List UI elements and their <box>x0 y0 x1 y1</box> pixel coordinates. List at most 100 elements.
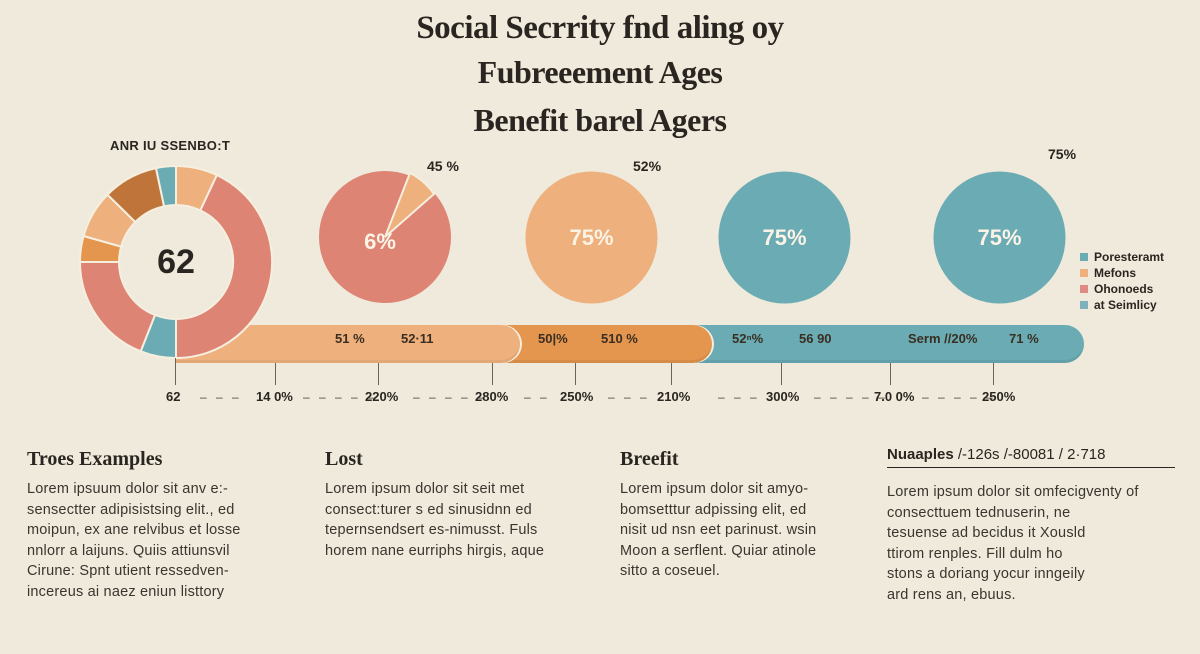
text-line: Cirune: Spnt utient ressedven- <box>27 563 229 579</box>
pie-2-top-label: 52% <box>633 158 662 174</box>
text-line: nnlorr a laijuns. Quiis attiunsvil <box>27 542 230 559</box>
section-body: Lorem ipsum dolor sit amyo- bomsetttur a… <box>620 479 860 582</box>
text-line: Lorem ipsum dolor sit amyo- <box>620 481 809 497</box>
page-title-line-1: Social Secrrity fnd aling oy <box>416 10 784 46</box>
legend-label: Ohonoeds <box>1094 282 1154 296</box>
donut-center-value: 62 <box>157 242 195 281</box>
text-line: ard rens an, ebuus. <box>887 586 1016 603</box>
bar-label: 50|% <box>538 331 568 346</box>
legend-label: Poresteramt <box>1094 250 1165 264</box>
section-troes-examples: Troes Examples Lorem ipsuum dolor sit an… <box>27 448 287 602</box>
bar-label: Serm //20% <box>908 331 978 346</box>
bar-label: 510 % <box>601 331 638 346</box>
pie-chart-2: 75% <box>525 171 658 304</box>
pie-4-center-value: 75% <box>977 224 1022 250</box>
pie-2-center-value: 75% <box>569 224 614 250</box>
text-line: Moon a serflent. Quiar atinole <box>620 542 817 559</box>
text-line: tesuense ad becidus it Xousld <box>887 525 1086 541</box>
axis-dash: – – <box>524 390 550 404</box>
legend-item: Mefons <box>1080 265 1164 281</box>
pie-1-top-label: 45 % <box>427 158 459 174</box>
text-line: Lorem ipsum dolor sit seit met <box>325 481 525 497</box>
section-body: Lorem ipsum dolor sit seit met consect:t… <box>325 479 585 561</box>
axis-tick <box>492 363 493 385</box>
bar-label: 56 90 <box>799 331 832 346</box>
legend-swatch <box>1080 253 1088 261</box>
legend-item: Poresteramt <box>1080 249 1164 265</box>
legend: Poresteramt Mefons Ohonoeds at Seimlicy <box>1080 249 1164 313</box>
pie-3-center-value: 75% <box>762 224 807 250</box>
text-line: stons a doriang yocur inngeily <box>887 566 1085 582</box>
text-line: nisit ud nsn eet parinust. wsin <box>620 522 817 538</box>
axis-label: 250% <box>560 389 594 404</box>
pie-1-center-value: 6% <box>364 229 396 254</box>
legend-swatch <box>1080 269 1088 277</box>
text-line: Lorem ipsum dolor sit omfecigventy of <box>887 484 1139 500</box>
pie-chart-3: 75% <box>718 171 851 304</box>
section-heading: Lost <box>325 448 363 470</box>
section-lost: Lost Lorem ipsum dolor sit seit met cons… <box>325 448 585 561</box>
section-body: Lorem ipsuum dolor sit anv e:- sensectte… <box>27 479 287 602</box>
bar-label: 71 % <box>1009 331 1039 346</box>
pie-chart-1-graphic <box>319 171 451 303</box>
text-line: consect:turer s ed sinusidnn ed <box>325 501 532 518</box>
donut-segment <box>154 164 177 208</box>
axis-label: 210% <box>657 389 691 404</box>
axis-tick <box>275 363 276 385</box>
legend-swatch <box>1080 285 1088 293</box>
donut-overlap <box>176 324 251 360</box>
axis-label: 300% <box>766 389 800 404</box>
donut-chart-graphic <box>78 164 274 360</box>
axis-label: 250% <box>982 389 1016 404</box>
bar-label: 52ⁿ% <box>732 331 764 346</box>
axis-label: 62 <box>166 389 181 404</box>
axis-tick <box>378 363 379 385</box>
axis-dash: – – – – – <box>922 390 996 404</box>
section-heading-bold: Nuaaples <box>887 446 954 463</box>
text-line: consecttuem tednuserin, ne <box>887 504 1071 521</box>
axis-dash: – – – – – <box>413 390 487 404</box>
legend-label: at Seimlicy <box>1094 298 1157 312</box>
section-body: Lorem ipsum dolor sit omfecigventy of co… <box>887 482 1175 605</box>
axis-tick <box>781 363 782 385</box>
page-subtitle: Benefit barel Agers <box>473 102 727 138</box>
text-line: tepernsendsert es-nimusst. Fuls <box>325 522 538 538</box>
donut-chart-title: ANR IU SSENBO:T <box>110 138 231 153</box>
section-heading: Troes Examples <box>27 448 163 470</box>
axis-dash: – – – <box>718 390 760 404</box>
legend-swatch <box>1080 301 1088 309</box>
axis-tick <box>671 363 672 385</box>
text-line: moipun, ex ane relvibus et losse <box>27 522 241 538</box>
text-line: horem nane eurriphs hirgis, aque <box>325 542 545 559</box>
pie-chart-2-graphic <box>525 171 658 304</box>
pie-chart-4-graphic <box>933 171 1066 304</box>
axis-dash: – – – – – <box>303 390 377 404</box>
section-nuaaples: Nuaaples /-126s /-80081 / 2·718 Lorem ip… <box>887 446 1175 605</box>
axis-label: 280% <box>475 389 509 404</box>
text-line: incereus ai naez eniun listtory <box>27 583 225 600</box>
axis-dash: – – – <box>200 390 242 404</box>
text-line: ttirom renples. Fill dulm ho <box>887 545 1063 562</box>
donut-chart: 62 <box>78 164 274 360</box>
legend-label: Mefons <box>1094 266 1136 280</box>
section-heading: Nuaaples /-126s /-80081 / 2·718 <box>887 446 1175 468</box>
section-breefit: Breefit Lorem ipsum dolor sit amyo- boms… <box>620 448 860 582</box>
axis-dash: – – – – – <box>814 390 888 404</box>
section-heading-values: /-126s /-80081 / 2·718 <box>953 446 1106 463</box>
pie-chart-3-graphic <box>718 171 851 304</box>
axis-tick <box>890 363 891 385</box>
axis-tick <box>575 363 576 385</box>
page-title-line-2: Fubreeement Ages <box>477 54 723 90</box>
pie-chart-1: 6% <box>318 170 452 304</box>
axis-tick <box>993 363 994 385</box>
axis-tick <box>175 358 176 385</box>
text-line: sensectter adipisistsing elit., ed <box>27 501 235 518</box>
text-line: sitto a coseuel. <box>620 563 720 579</box>
bar-label: 52·11 <box>401 331 434 346</box>
legend-item: at Seimlicy <box>1080 297 1164 313</box>
axis-label: 14 0% <box>256 389 293 404</box>
text-line: Lorem ipsuum dolor sit anv e:- <box>27 481 229 497</box>
axis-label: 7.0 0% <box>874 389 915 404</box>
axis-dash: – – – <box>608 390 650 404</box>
text-line: bomsetttur adpissing elit, ed <box>620 501 807 518</box>
